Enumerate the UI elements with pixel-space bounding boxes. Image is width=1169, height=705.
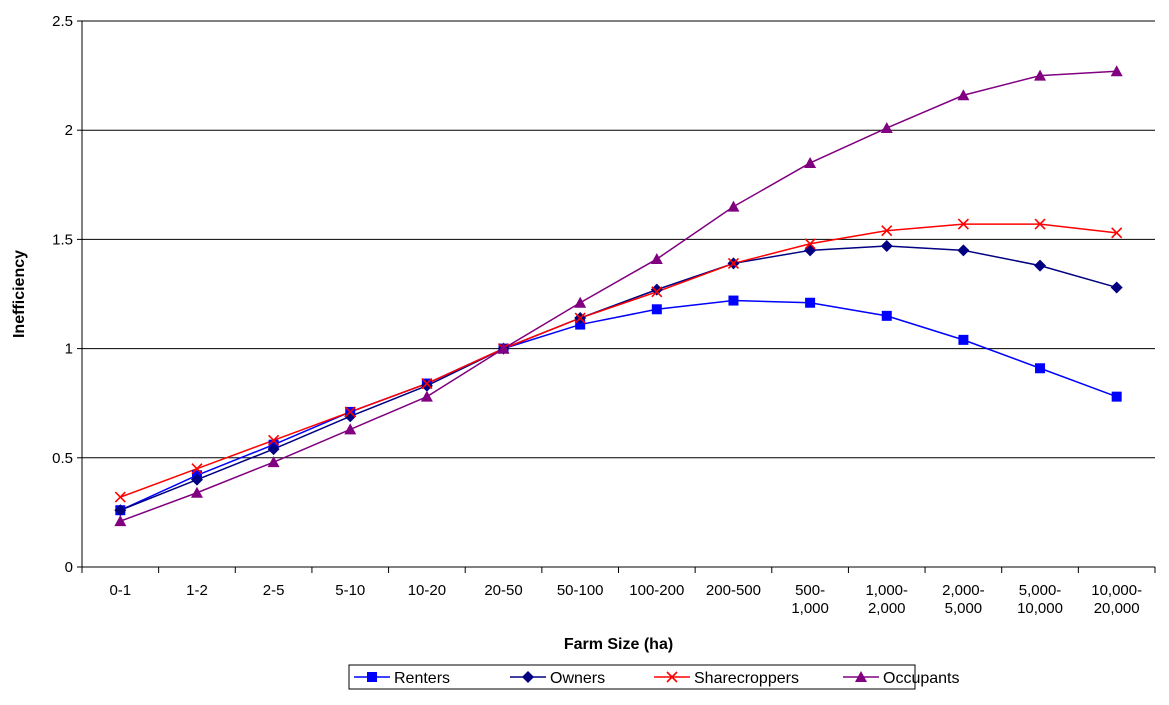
legend-marker-renters <box>367 672 377 682</box>
data-point-occupants <box>727 200 740 212</box>
data-point-owners <box>420 379 433 392</box>
x-tick-label: 1-2 <box>186 582 208 599</box>
series-line-owners <box>120 245 1117 511</box>
y-tick-label: 2 <box>65 122 73 139</box>
legend-label-occupants: Occupants <box>883 670 959 687</box>
data-point-sharecroppers <box>268 434 280 446</box>
data-point-occupants <box>957 89 970 101</box>
y-tick-label: 0.5 <box>52 450 73 467</box>
x-tick-label: 500-1,000 <box>791 582 829 617</box>
x-tick-label: 0-1 <box>109 582 131 599</box>
data-point-owners <box>114 504 127 517</box>
data-point-renters <box>881 310 892 321</box>
data-point-renters <box>1111 391 1122 402</box>
data-point-owners <box>1110 281 1123 294</box>
x-tick-label: 5-10 <box>335 582 365 599</box>
legend-marker-occupants <box>855 671 867 682</box>
legend-box <box>348 664 916 690</box>
data-point-owners <box>190 473 203 486</box>
data-point-occupants <box>344 423 357 435</box>
data-point-sharecroppers <box>114 491 126 503</box>
data-point-occupants <box>804 156 817 168</box>
data-point-sharecroppers <box>881 225 893 237</box>
data-point-owners <box>880 239 893 252</box>
data-point-owners <box>344 410 357 423</box>
data-point-occupants <box>1034 69 1047 81</box>
x-tick-label: 1,000-2,000 <box>865 582 908 617</box>
data-point-owners <box>1034 259 1047 272</box>
y-tick-label: 1.5 <box>52 231 73 248</box>
data-point-renters <box>651 304 662 315</box>
data-point-renters <box>728 295 739 306</box>
x-tick-label: 2,000-5,000 <box>942 582 985 617</box>
x-tick-label: 200-500 <box>706 582 761 599</box>
series-line-renters <box>120 299 1117 511</box>
y-tick-label: 2.5 <box>52 13 73 30</box>
data-point-occupants <box>497 342 510 354</box>
legend-label-sharecroppers: Sharecroppers <box>694 670 799 687</box>
data-point-occupants <box>420 390 433 402</box>
x-tick-label: 10-20 <box>408 582 446 599</box>
data-point-sharecroppers <box>1034 218 1046 230</box>
data-point-owners <box>267 443 280 456</box>
series-line-sharecroppers <box>120 223 1117 498</box>
data-point-sharecroppers <box>727 257 740 269</box>
data-point-owners <box>650 283 663 296</box>
data-point-sharecroppers <box>957 218 969 230</box>
x-tick-label: 2-5 <box>263 582 285 599</box>
data-point-sharecroppers <box>344 406 356 418</box>
data-point-occupants <box>190 486 203 498</box>
data-point-sharecroppers <box>574 312 586 324</box>
legend-marker-owners <box>522 671 534 683</box>
data-point-sharecroppers <box>804 238 816 250</box>
data-point-occupants <box>267 456 280 468</box>
data-point-sharecroppers <box>421 377 433 390</box>
data-point-renters <box>575 319 586 330</box>
legend-label-renters: Renters <box>394 670 450 687</box>
data-point-occupants <box>114 515 127 527</box>
x-tick-label: 20-50 <box>484 582 522 599</box>
data-point-sharecroppers <box>651 286 663 298</box>
data-point-owners <box>957 244 970 257</box>
x-tick-label: 50-100 <box>557 582 604 599</box>
data-point-sharecroppers <box>1111 227 1123 239</box>
data-point-sharecroppers <box>191 463 203 475</box>
x-tick-label: 5,000-10,000 <box>1017 582 1063 617</box>
data-point-occupants <box>650 253 663 265</box>
y-tick-label: 0 <box>65 559 73 576</box>
legend-label-owners: Owners <box>550 670 605 687</box>
x-tick-label: 100-200 <box>629 582 684 599</box>
x-axis-title: Farm Size (ha) <box>564 636 673 653</box>
y-axis-title: Inefficiency <box>11 250 28 338</box>
data-point-renters <box>1035 363 1046 374</box>
data-point-occupants <box>574 296 587 308</box>
data-point-occupants <box>880 122 893 134</box>
data-point-owners <box>804 244 817 257</box>
data-point-renters <box>958 334 969 345</box>
legend: Renters Owners Sharecroppers Occupants <box>348 664 959 690</box>
y-tick-label: 1 <box>65 341 73 358</box>
series-line-occupants <box>120 70 1117 522</box>
data-point-renters <box>805 297 816 308</box>
data-point-occupants <box>1110 65 1123 77</box>
x-tick-label: 10,000-20,000 <box>1091 582 1142 617</box>
legend-marker-sharecroppers <box>666 671 678 683</box>
